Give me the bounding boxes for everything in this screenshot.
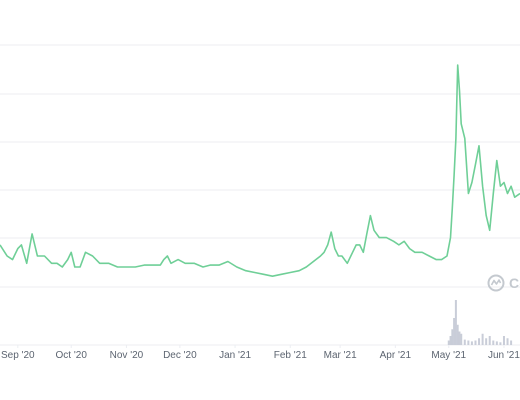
x-tick-label: Mar '21 xyxy=(324,350,357,361)
volume-bar xyxy=(478,338,481,345)
x-axis: Sep '20 Oct '20 Nov '20 Dec '20 Jan '21 Feb '… xyxy=(1,345,520,361)
volume-bar xyxy=(510,340,513,345)
volume-bar xyxy=(485,338,488,345)
x-tick-label: Feb '21 xyxy=(274,350,307,361)
volume-bar xyxy=(506,338,509,345)
volume-bar xyxy=(463,339,466,345)
volume-bar xyxy=(467,340,470,345)
volume-bar xyxy=(460,333,463,345)
volume-bar xyxy=(492,340,495,345)
volume-bar xyxy=(481,333,484,345)
price-line-layer xyxy=(0,64,520,278)
grid-lines xyxy=(0,44,520,346)
volume-bar xyxy=(458,331,461,345)
x-tick-label: Apr '21 xyxy=(380,350,412,361)
volume-bar xyxy=(502,336,505,345)
x-tick-label: May '21 xyxy=(431,350,466,361)
volume-bar xyxy=(447,340,450,345)
x-tick-label: Jan '21 xyxy=(219,350,251,361)
volume-bar xyxy=(456,324,459,345)
x-tick-label: Dec '20 xyxy=(163,350,197,361)
coingecko-watermark: Co xyxy=(487,274,520,292)
volume-bar xyxy=(454,300,457,345)
volume-bar xyxy=(453,318,456,345)
x-tick-label: Jun '21 xyxy=(488,350,520,361)
watermark-text: Co xyxy=(509,275,520,291)
volume-bar xyxy=(499,342,502,345)
volume-bar xyxy=(470,341,473,345)
volume-bars xyxy=(447,300,513,345)
x-tick-label: Nov '20 xyxy=(110,350,144,361)
volume-bar xyxy=(449,336,452,345)
coingecko-logo-icon xyxy=(487,274,505,292)
volume-bar xyxy=(495,341,498,345)
volume-bar xyxy=(488,336,491,345)
volume-bar xyxy=(451,329,454,345)
x-tick-label: Sep '20 xyxy=(1,350,35,361)
volume-bar xyxy=(474,340,477,345)
price-line xyxy=(0,64,520,278)
x-tick-label: Oct '20 xyxy=(56,350,88,361)
